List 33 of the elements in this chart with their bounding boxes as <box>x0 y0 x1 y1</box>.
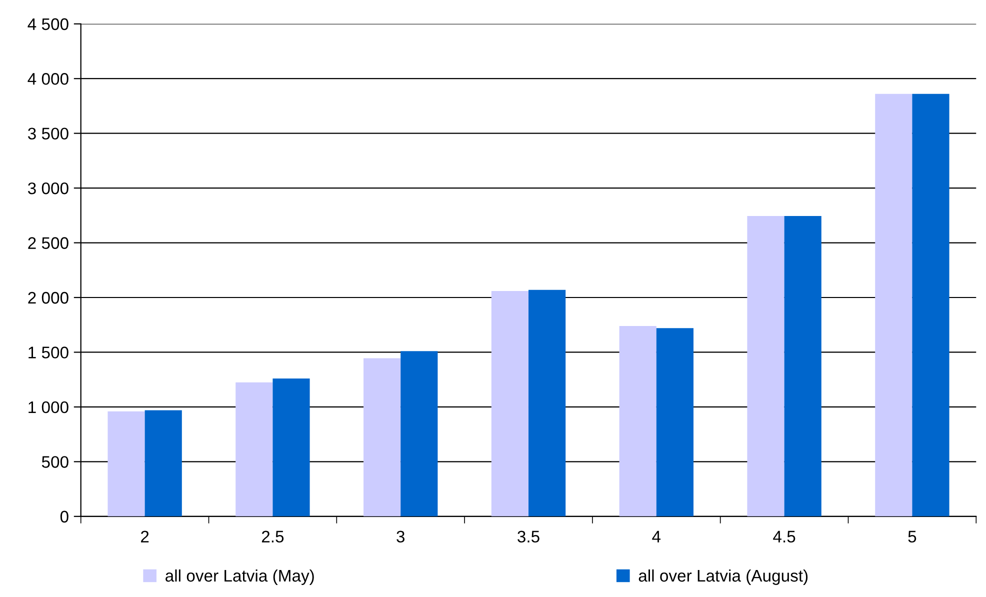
y-tick-label: 4 000 <box>28 73 68 85</box>
y-tick-label: 0 <box>60 510 68 523</box>
y-tick-label: 1 500 <box>28 346 68 358</box>
y-tick-label: 3 000 <box>28 182 68 194</box>
bar <box>364 358 401 516</box>
y-tick-label: 2 000 <box>28 292 68 304</box>
x-tick-label: 2 <box>141 530 149 542</box>
y-tick-label: 4 500 <box>28 18 68 30</box>
x-tick-label: 3.5 <box>518 530 540 543</box>
x-tick-label: 2.5 <box>262 530 284 543</box>
x-tick-label: 5 <box>908 530 916 543</box>
y-tick-label: 3 500 <box>28 128 68 140</box>
bar <box>272 378 310 516</box>
bar <box>656 328 694 516</box>
x-tick-label: 3 <box>396 530 404 543</box>
bar <box>619 326 656 516</box>
legend-label: all over Latvia (August) <box>638 569 808 585</box>
x-tick-label: 4 <box>652 530 661 542</box>
bar <box>236 382 273 516</box>
y-tick-label: 1 000 <box>28 401 68 414</box>
y-tick-label: 500 <box>42 456 68 468</box>
bar <box>144 410 182 516</box>
x-tick-label: 4.5 <box>773 530 796 543</box>
bar <box>747 216 784 516</box>
bar <box>400 351 438 516</box>
bar <box>491 290 528 516</box>
bar <box>875 94 912 516</box>
bar <box>912 94 950 516</box>
legend-label: all over Latvia (May) <box>166 569 314 585</box>
bar <box>108 411 145 516</box>
y-tick-label: 2 500 <box>28 237 68 249</box>
bar <box>528 290 566 516</box>
bar <box>784 216 822 516</box>
